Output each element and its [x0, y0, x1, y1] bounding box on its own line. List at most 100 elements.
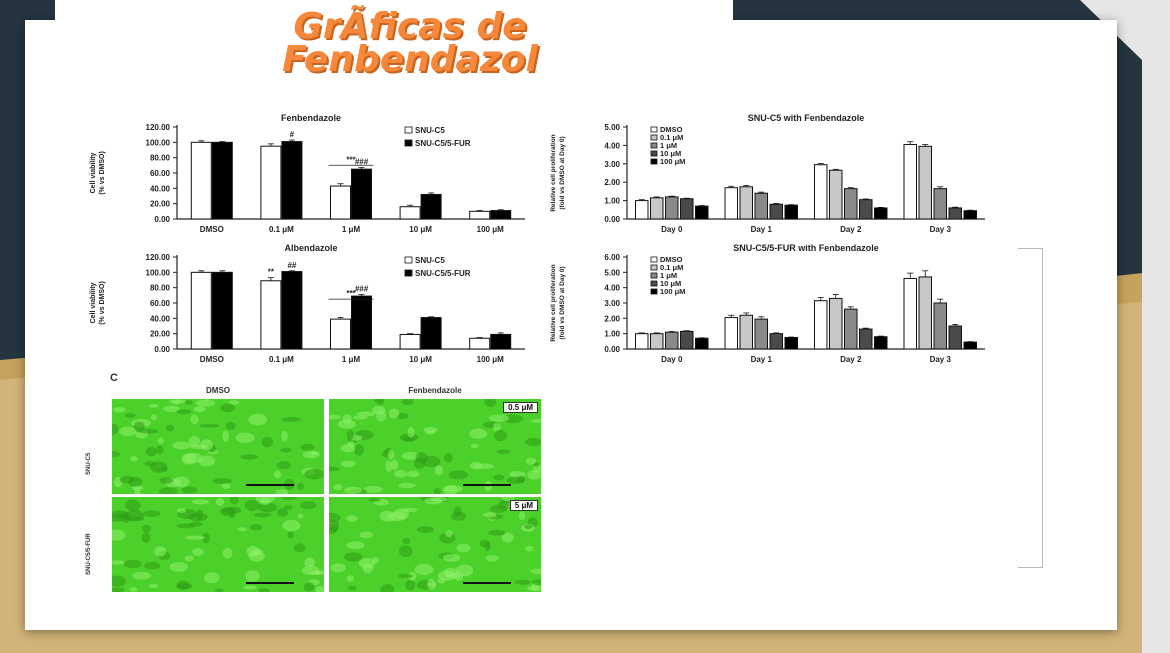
bar [948, 207, 962, 220]
micrograph-snu-c5-fenbendazole: 0.5 μM [329, 399, 541, 494]
y-axis-label: Relative cell proliferation [550, 264, 557, 341]
significance-label: ### [355, 158, 369, 167]
bar [330, 185, 351, 220]
y-tick-label: 120.00 [146, 123, 171, 132]
legend-label: 1 μM [660, 271, 677, 280]
y-tick-label: 6.00 [604, 253, 620, 262]
y-tick-label: 100.00 [146, 268, 171, 277]
bar [351, 168, 372, 220]
significance-label: *** [346, 289, 356, 298]
bar [399, 206, 421, 220]
bar [680, 330, 694, 350]
x-tick-label: Day 2 [840, 355, 862, 364]
bar [650, 333, 664, 350]
legend-swatch [650, 272, 658, 279]
micrograph-snu-c5-5fur-fenbendazole: 5 μM [329, 497, 541, 592]
micrograph-snu-c5-dmso [112, 399, 324, 494]
x-tick-label: 0.1 μM [269, 355, 294, 364]
bar [769, 333, 783, 350]
significance-label: ** [268, 268, 275, 277]
scale-bar [463, 484, 511, 486]
bar [739, 314, 753, 350]
bar [635, 200, 649, 220]
y-axis-label: (% vs DMSO) [99, 281, 106, 325]
legend-swatch [404, 139, 413, 147]
legend-swatch [650, 264, 658, 271]
legend-label: 100 μM [660, 157, 685, 166]
bar [918, 276, 932, 350]
snu-c5-proliferation-chart: SNU-C5 with Fenbendazole Relative cell pr… [550, 113, 985, 234]
bar [903, 277, 917, 350]
x-tick-label: 100 μM [477, 355, 504, 364]
bar [829, 169, 843, 220]
legend-label: SNU-C5 [415, 256, 445, 265]
legend-swatch [650, 126, 658, 133]
y-tick-label: 40.00 [150, 184, 171, 193]
y-tick-label: 0.00 [154, 345, 170, 354]
bar [211, 271, 233, 350]
bar [948, 325, 962, 350]
y-tick-label: 2.00 [604, 178, 620, 187]
cell-texture [329, 399, 541, 494]
bar [490, 333, 512, 350]
bar [933, 302, 947, 350]
x-tick-label: 1 μM [342, 355, 361, 364]
y-tick-label: 3.00 [604, 160, 620, 169]
bar [754, 318, 768, 350]
bar [351, 295, 372, 350]
bar [420, 193, 442, 220]
bar [769, 203, 783, 220]
y-tick-label: 120.00 [146, 253, 171, 262]
significance-label: ## [287, 261, 296, 270]
x-tick-label: 100 μM [477, 225, 504, 234]
column-label-fenbendazole: Fenbendazole [408, 386, 462, 395]
bar [829, 297, 843, 350]
chart-title: Albendazole [284, 243, 337, 253]
bar [918, 145, 932, 220]
y-tick-label: 0.00 [154, 215, 170, 224]
bar [814, 300, 828, 350]
x-tick-label: Day 3 [930, 225, 952, 234]
bar [784, 337, 798, 350]
bar [695, 205, 709, 220]
side-panel [1080, 0, 1170, 653]
fenbendazole-viability-chart: Fenbendazole Cell viability (% vs DMSO) 0.0… [90, 113, 525, 234]
bar [680, 198, 694, 220]
significance-label: ### [355, 285, 369, 294]
x-tick-label: 1 μM [342, 225, 361, 234]
bar [260, 145, 282, 220]
bar [665, 196, 679, 220]
chart-title: SNU-C5 with Fenbendazole [748, 113, 865, 123]
bar [281, 271, 303, 350]
bar [190, 141, 212, 220]
significance-label: *** [346, 155, 356, 164]
row-label-snu-c5-5fur: SNU-C5/5-FUR [86, 533, 92, 575]
legend-label: 100 μM [660, 287, 685, 296]
concentration-label: 5 μM [509, 500, 538, 511]
y-tick-label: 2.00 [604, 314, 620, 323]
y-tick-label: 80.00 [150, 154, 171, 163]
y-tick-label: 20.00 [150, 200, 171, 209]
y-tick-label: 1.00 [604, 197, 620, 206]
legend-swatch [650, 134, 658, 141]
title-line-1: GrÃficas de [293, 6, 527, 47]
y-tick-label: 4.00 [604, 141, 620, 150]
scale-bar [246, 484, 294, 486]
y-axis-label: (fold vs DMSO at Day 0) [559, 136, 566, 209]
x-tick-label: Day 0 [661, 225, 683, 234]
y-axis-label: Cell viability [90, 152, 97, 193]
legend-label: SNU-C5 [415, 126, 445, 135]
x-tick-label: DMSO [200, 355, 224, 364]
bar [724, 317, 738, 350]
y-tick-label: 4.00 [604, 284, 620, 293]
legend-label: 10 μM [660, 149, 681, 158]
row-label-snu-c5: SNU-C5 [86, 452, 92, 475]
column-label-dmso: DMSO [206, 386, 230, 395]
y-axis-label: Cell viability [90, 282, 97, 323]
bar [859, 199, 873, 220]
micrograph-panel: C DMSO Fenbendazole SNU-C5 SNU-C5/5-FUR … [86, 372, 548, 605]
cell-texture [112, 497, 324, 592]
legend-swatch [650, 280, 658, 287]
legend-label: SNU-C5/5-FUR [415, 139, 471, 148]
x-tick-label: Day 3 [930, 355, 952, 364]
